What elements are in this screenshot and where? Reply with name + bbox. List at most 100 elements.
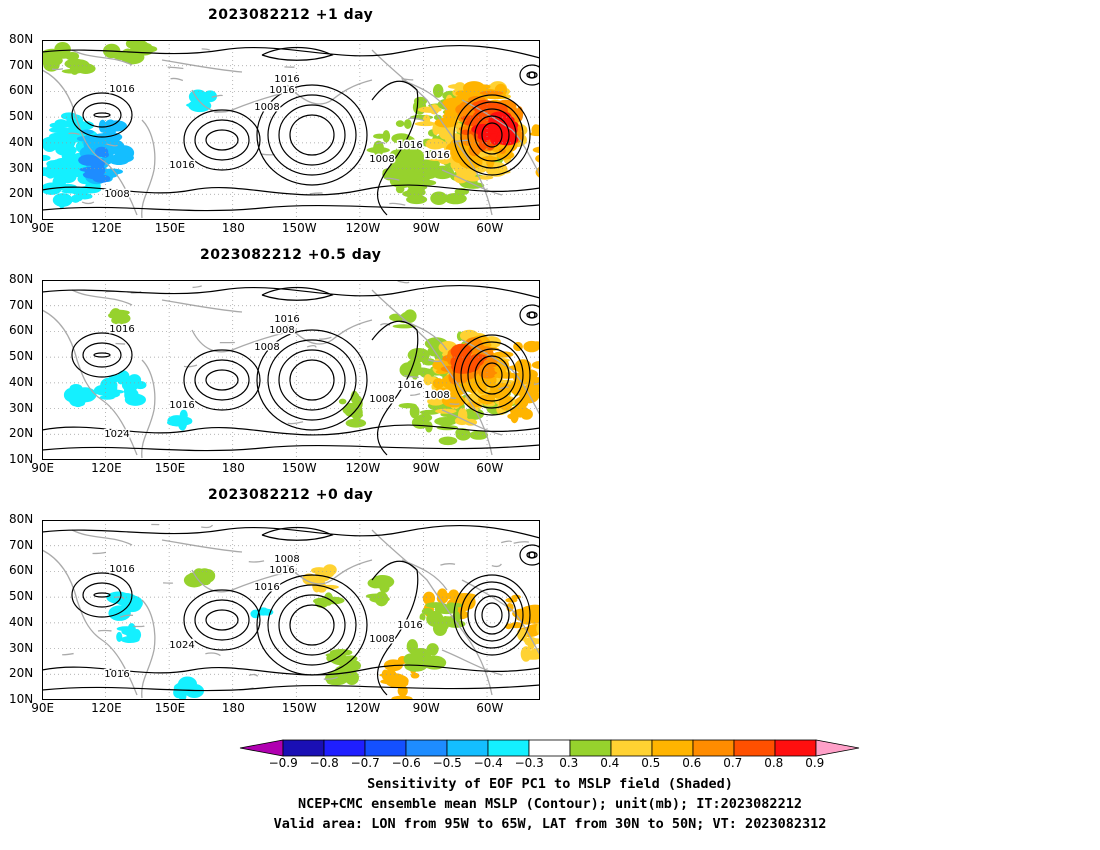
lon-label: 90E <box>31 221 55 235</box>
lat-label: 50N <box>9 349 34 364</box>
lon-label: 120W <box>345 221 381 235</box>
lon-label: 150E <box>154 461 186 475</box>
sensitivity-shading <box>108 308 131 326</box>
lon-label: 60W <box>476 461 504 475</box>
lat-label: 20N <box>9 666 34 681</box>
lat-label: 50N <box>9 589 34 604</box>
lat-label: 10N <box>9 692 34 706</box>
lon-label: 90W <box>412 701 440 715</box>
contour-label: 1016 <box>397 620 422 631</box>
lon-label: 120E <box>91 461 122 475</box>
lon-label: 180 <box>221 221 245 235</box>
colorbar-segment <box>610 739 653 757</box>
contour-label: 1024 <box>169 640 194 651</box>
lat-label: 60N <box>9 323 34 338</box>
lat-label: 20N <box>9 426 34 441</box>
panel-title-2: 2023082212 +0.5 day <box>200 247 382 263</box>
lon-label: 180 <box>221 461 245 475</box>
colorbar-tick-label: −0.4 <box>473 756 503 770</box>
lon-label: 150W <box>281 221 317 235</box>
lon-label: 150E <box>154 221 186 235</box>
contour-label: 1016 <box>169 400 194 411</box>
contour-label: 1016 <box>269 565 294 576</box>
contour-label: 1016 <box>274 74 299 85</box>
colorbar-segment <box>282 739 325 757</box>
lon-label: 180 <box>221 701 245 715</box>
lat-label: 60N <box>9 563 34 578</box>
sensitivity-shading <box>384 148 439 192</box>
lon-label: 90W <box>412 221 440 235</box>
colorbar-segment <box>692 739 735 757</box>
colorbar-tick-label: 0.8 <box>764 756 784 770</box>
lat-label: 80N <box>9 512 34 526</box>
colorbar-end-high <box>815 739 860 757</box>
contour-label: 1016 <box>109 84 134 95</box>
lat-label: 40N <box>9 614 34 629</box>
lat-label: 70N <box>9 537 34 552</box>
contour-label: 1016 <box>169 160 194 171</box>
lon-label: 150E <box>154 701 186 715</box>
colorbar-segment <box>569 739 612 757</box>
colorbar-tick-label: 0.7 <box>723 756 743 770</box>
sensitivity-shading <box>78 146 111 183</box>
contour-label: 1008 <box>254 342 279 353</box>
colorbar-tick-label: 0.5 <box>641 756 661 770</box>
caption-line-3: Valid area: LON from 95W to 65W, LAT fro… <box>273 816 827 832</box>
lat-label: 80N <box>9 32 34 46</box>
lat-label: 30N <box>9 400 34 415</box>
lat-label: 80N <box>9 272 34 286</box>
lat-label: 10N <box>9 212 34 226</box>
lat-label: 60N <box>9 83 34 98</box>
colorbar-segment <box>528 739 571 757</box>
colorbar-tick-label: −0.6 <box>391 756 421 770</box>
colorbar-tick-label: −0.9 <box>268 756 298 770</box>
colorbar-tick-label: −0.8 <box>309 756 339 770</box>
contour-label: 1008 <box>269 325 294 336</box>
sensitivity-shading <box>302 564 339 593</box>
lat-label: 30N <box>9 640 34 655</box>
sensitivity-shading <box>403 639 447 672</box>
colorbar-tick-label: 0.6 <box>682 756 702 770</box>
contour-label: 1024 <box>104 429 129 440</box>
colorbar-segment <box>323 739 366 757</box>
caption-line-1: Sensitivity of EOF PC1 to MSLP field (Sh… <box>367 776 733 792</box>
contour-label: 1008 <box>369 154 394 165</box>
sensitivity-shading <box>186 89 217 113</box>
contour-label: 1016 <box>397 140 422 151</box>
colorbar-tick-label: −0.5 <box>432 756 462 770</box>
lon-label: 120E <box>91 221 122 235</box>
contour-label: 1008 <box>369 634 394 645</box>
sensitivity-shading <box>517 622 540 662</box>
lat-label: 40N <box>9 134 34 149</box>
colorbar <box>239 739 860 757</box>
lat-label: 50N <box>9 109 34 124</box>
contour-label: 1016 <box>104 669 129 680</box>
lon-label: 90E <box>31 701 55 715</box>
lon-label: 60W <box>476 701 504 715</box>
colorbar-segment <box>364 739 407 757</box>
sensitivity-shading <box>42 42 96 75</box>
sensitivity-shading <box>63 383 97 408</box>
sensitivity-shading <box>116 623 142 644</box>
lon-label: 120E <box>91 701 122 715</box>
lon-label: 120W <box>345 461 381 475</box>
mslp-contours <box>42 284 540 456</box>
sensitivity-shading <box>325 649 362 686</box>
mslp-contours <box>42 524 540 696</box>
colorbar-end-low <box>239 739 284 757</box>
contour-label: 1008 <box>424 390 449 401</box>
colorbar-tick-label: −0.7 <box>350 756 380 770</box>
coastlines <box>42 280 540 459</box>
contour-label: 1016 <box>424 150 449 161</box>
colorbar-segment <box>733 739 776 757</box>
colorbar-segment <box>774 739 817 757</box>
caption-line-2: NCEP+CMC ensemble mean MSLP (Contour); u… <box>298 796 802 812</box>
colorbar-segment <box>446 739 489 757</box>
lon-label: 150W <box>281 701 317 715</box>
lat-label: 10N <box>9 452 34 466</box>
coastlines <box>42 523 540 699</box>
colorbar-tick-label: 0.3 <box>559 756 579 770</box>
